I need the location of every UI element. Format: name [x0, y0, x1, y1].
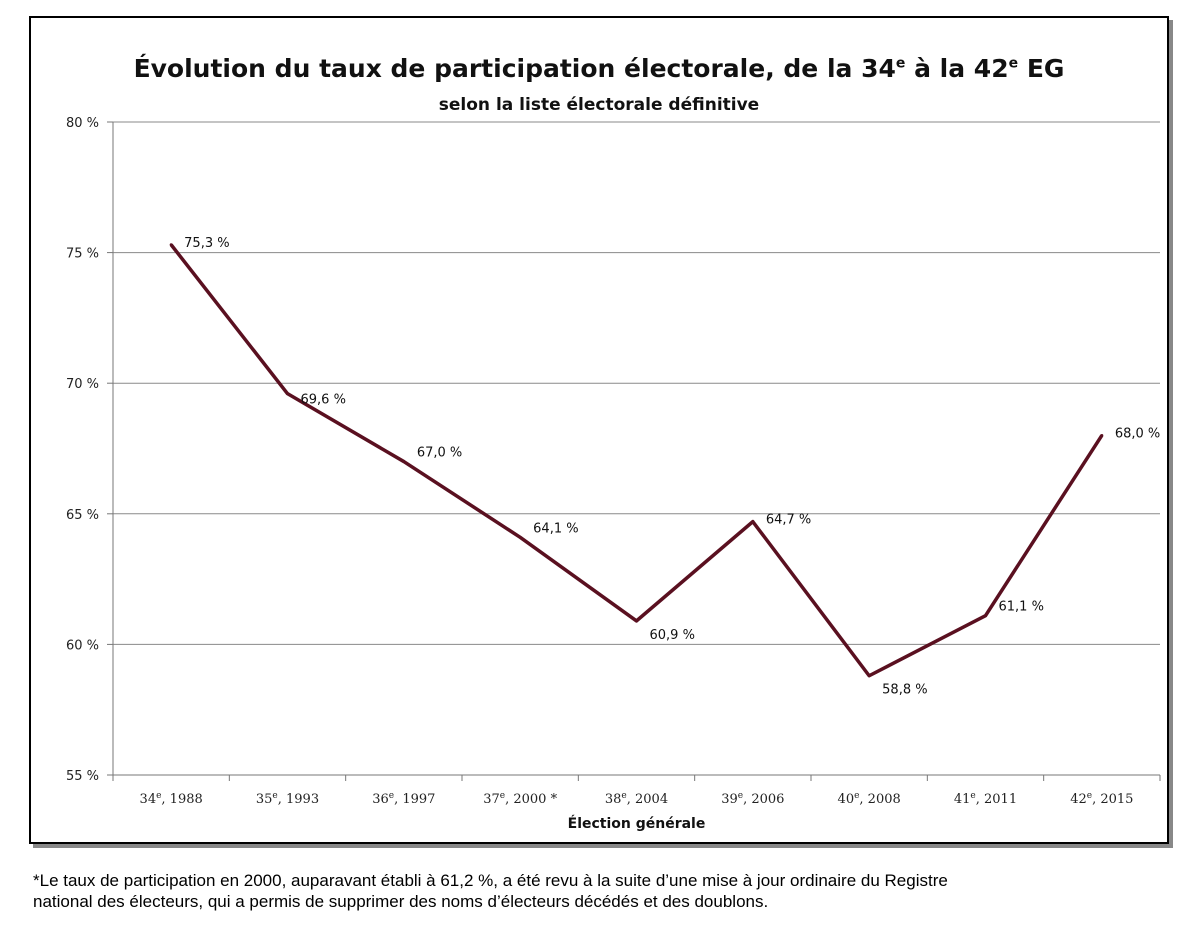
data-point: [286, 392, 289, 396]
x-tick-label: 39e, 2006: [721, 791, 784, 807]
y-tick-label: 80 %: [66, 116, 99, 131]
footnote: *Le taux de participation en 2000, aupar…: [33, 870, 1173, 912]
x-tick-label: 37e, 2000 *: [483, 791, 557, 807]
title-superscript: e: [1008, 55, 1019, 72]
chart-title: Évolution du taux de participation élect…: [31, 54, 1167, 83]
footnote-line: national des électeurs, qui a permis de …: [33, 892, 769, 911]
chart-subtitle: selon la liste électorale définitive: [438, 95, 760, 115]
data-label: 67,0 %: [417, 446, 462, 461]
data-label: 64,1 %: [533, 521, 578, 536]
x-tick-label: 41e, 2011: [954, 791, 1017, 807]
data-label: 64,7 %: [766, 513, 811, 528]
data-label: 68,0 %: [1115, 426, 1160, 441]
x-tick-label: 35e, 1993: [256, 791, 319, 807]
x-tick-label: 34e, 1988: [140, 791, 203, 807]
title-part: EG: [1018, 54, 1065, 83]
line-chart: 55 % 60 % 65 % 70 % 75 % 80 % 34e, 1988 35e, 19…: [66, 116, 1161, 832]
data-label: 75,3 %: [184, 236, 229, 251]
series-line: [169, 243, 1104, 678]
title-superscript: e: [895, 55, 906, 72]
chart-frame: Évolution du taux de participation élect…: [29, 16, 1169, 844]
data-label: 69,6 %: [301, 393, 346, 408]
footnote-line: *Le taux de participation en 2000, aupar…: [33, 871, 948, 890]
data-point: [984, 614, 987, 618]
x-tick-label: 42e, 2015: [1070, 791, 1133, 807]
data-point: [169, 243, 173, 247]
data-point: [1100, 433, 1104, 437]
data-point: [635, 619, 638, 623]
title-part: à la 42: [905, 54, 1009, 83]
data-label: 61,1 %: [999, 600, 1044, 615]
y-tick-label: 55 %: [66, 769, 99, 784]
data-label: 58,8 %: [882, 683, 927, 698]
x-tick-label: 40e, 2008: [838, 791, 901, 807]
y-tick-label: 65 %: [66, 508, 99, 523]
y-tick-label: 60 %: [66, 638, 99, 653]
title-part: Évolution du taux de participation élect…: [133, 54, 896, 83]
data-point: [402, 460, 406, 464]
y-tick-label: 70 %: [66, 377, 99, 392]
x-axis-title: Élection générale: [568, 815, 706, 832]
data-label: 60,9 %: [650, 628, 695, 643]
data-point: [518, 535, 522, 539]
data-point: [867, 674, 871, 678]
x-tick-label: 36e, 1997: [372, 791, 435, 807]
data-point: [751, 520, 755, 524]
y-tick-label: 75 %: [66, 247, 99, 262]
x-tick-label: 38e, 2004: [605, 791, 668, 807]
